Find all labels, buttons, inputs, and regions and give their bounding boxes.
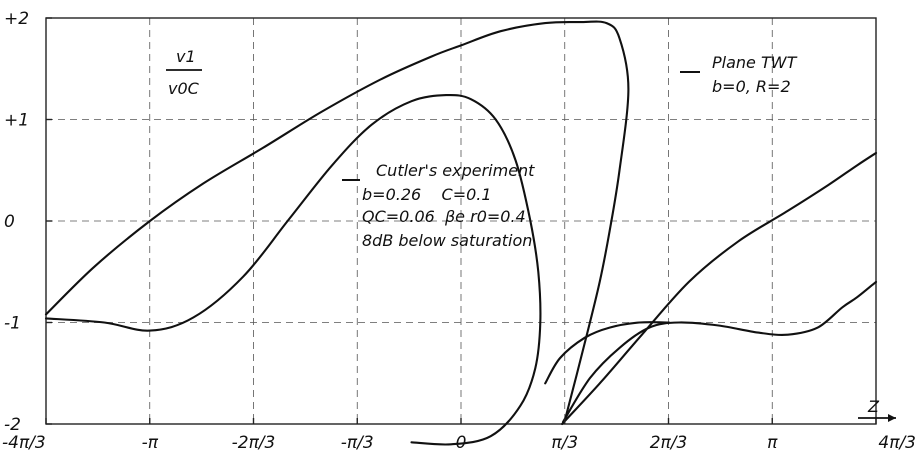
- series-curves: [44, 20, 878, 446]
- annotation-plane-twt-line2: b=0, R=2: [712, 77, 791, 96]
- x-label-text: Z: [867, 397, 880, 416]
- annotation-cutler-line2: b=0.26 C=0.1: [362, 185, 492, 204]
- annotation-cutler-line3: QC=0.06 βe r0=0.4: [362, 207, 526, 226]
- x-axis-ticks: -4π/3 -π -2π/3 -π/3 0 π/3 2π/3 π 4π/3: [2, 418, 916, 453]
- x-axis-label: Z: [858, 397, 896, 422]
- y-label-numerator: v1: [176, 47, 196, 66]
- y-label-denominator: v0C: [168, 79, 200, 98]
- x-tick-label: 2π/3: [650, 433, 688, 453]
- x-tick-label: -2π/3: [232, 433, 276, 453]
- y-tick-label: +2: [4, 9, 29, 29]
- x-tick-label: -π: [142, 433, 159, 453]
- series-curve-1: [44, 20, 630, 421]
- series-curve-2: [44, 93, 542, 446]
- y-tick-label: +1: [4, 111, 29, 131]
- y-tick-label: 0: [4, 212, 15, 232]
- x-label-arrow-head: [888, 414, 896, 422]
- series-curve-4: [561, 280, 878, 424]
- series-curve-3: [561, 151, 878, 426]
- x-tick-label: 4π/3: [878, 433, 916, 453]
- annotation-cutler: Cutler's experiment b=0.26 C=0.1 QC=0.06…: [342, 161, 535, 250]
- annotation-plane-twt-line1: Plane TWT: [712, 53, 798, 72]
- y-axis-label: v1 v0C: [166, 47, 202, 98]
- x-tick-label: -π/3: [341, 433, 374, 453]
- x-tick-label: π: [767, 433, 778, 453]
- x-tick-label: 0: [456, 433, 467, 453]
- annotation-cutler-line4: 8dB below saturation: [362, 231, 532, 250]
- y-tick-label: -2: [4, 415, 21, 435]
- series-curve-5: [544, 321, 671, 385]
- annotation-cutler-line1: Cutler's experiment: [376, 161, 535, 180]
- x-tick-label: π/3: [551, 433, 578, 453]
- y-tick-label: -1: [4, 314, 21, 334]
- x-tick-label: -4π/3: [2, 433, 46, 453]
- annotation-plane-twt: Plane TWT b=0, R=2: [680, 53, 798, 96]
- y-axis-ticks: +2 +1 0 -1 -2: [4, 9, 52, 435]
